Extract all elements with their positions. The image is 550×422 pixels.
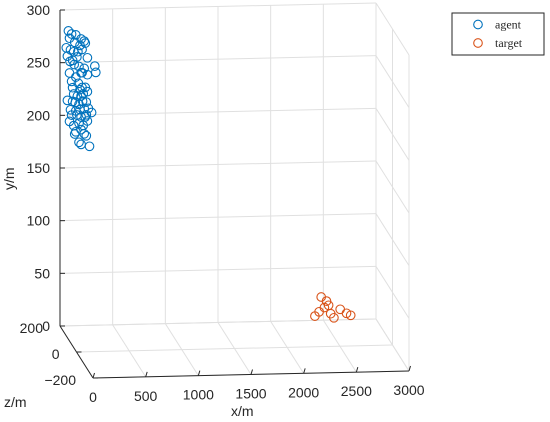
grid-line-back-y	[59, 213, 377, 222]
tick-labels: 0 500 1000 1500 2000 2500 30000501001502002503…	[20, 2, 425, 405]
data-point-agent	[77, 44, 87, 55]
data-point-target	[345, 310, 356, 321]
y-tick-label: 100	[27, 213, 51, 229]
grid-line-back-y	[59, 107, 377, 116]
data-point-agent	[80, 38, 91, 48]
data-point-agent	[74, 137, 84, 148]
data-point-target	[329, 312, 339, 323]
x-tick-label: 0	[89, 389, 97, 405]
x-tick-label: 1500	[235, 386, 266, 402]
data-point-agent	[81, 97, 92, 107]
grid-line-floor-z	[76, 344, 393, 353]
x-tick-mark	[145, 371, 148, 377]
data-point-agent	[90, 67, 101, 78]
data-point-agent	[66, 110, 77, 120]
grid-line-floor-z	[59, 318, 377, 327]
x-axis-label: x/m	[231, 403, 254, 419]
data-point-agent	[62, 51, 73, 62]
y-tick-label: 50	[34, 265, 50, 281]
z-tick-label: 0	[52, 346, 60, 362]
data-point-agent	[81, 130, 92, 141]
legend: agent target	[451, 12, 545, 56]
data-point-agent	[77, 67, 87, 78]
grid-line-back-y	[59, 265, 377, 274]
z-tick-label: 200	[20, 320, 44, 336]
z-axis-label: z/m	[4, 394, 27, 410]
data-point-agent	[63, 26, 74, 36]
axes	[59, 9, 411, 379]
grid-lines	[59, 2, 410, 379]
data-point-agent	[76, 139, 86, 150]
data-point-agent	[79, 128, 90, 139]
grid-line-back-y	[59, 55, 377, 64]
data-point-target	[335, 304, 346, 315]
data-point-agent	[82, 86, 93, 97]
x-tick-mark	[408, 365, 411, 372]
data-point-agent	[69, 129, 80, 139]
x-tick-label: 500	[134, 388, 158, 404]
data-point-agent	[69, 37, 80, 48]
data-point-agent	[74, 61, 84, 72]
y-tick-label: 200	[27, 107, 51, 123]
data-points	[61, 26, 356, 323]
data-point-agent	[77, 96, 88, 106]
x-tick-label: 3000	[393, 382, 424, 398]
legend-box	[451, 12, 545, 56]
x-tick-mark	[303, 368, 306, 374]
legend-marker-agent	[473, 19, 483, 30]
x-tick-label: 2000	[288, 384, 319, 400]
data-point-target	[310, 311, 320, 321]
data-point-agent	[66, 76, 77, 87]
data-point-agent	[89, 61, 100, 71]
legend-label-target: target	[495, 36, 523, 50]
y-tick-label: 150	[27, 160, 51, 176]
data-point-agent	[81, 109, 92, 120]
data-point-agent	[64, 68, 75, 78]
data-point-agent	[82, 116, 93, 126]
x-tick-label: 2500	[341, 383, 372, 399]
y-tick-label: 0	[42, 318, 50, 334]
y-tick-label: 300	[27, 2, 51, 18]
x-tick-mark	[197, 370, 201, 376]
data-point-agent	[86, 107, 97, 118]
data-point-agent	[69, 59, 80, 70]
data-point-agent	[65, 104, 76, 115]
legend-label-agent: agent	[495, 18, 522, 32]
legend-marker-target	[473, 38, 483, 48]
z-tick-label: −200	[44, 372, 76, 388]
data-point-agent	[82, 52, 93, 63]
x-tick-mark	[250, 369, 253, 375]
y-axis-label: y/m	[1, 167, 17, 190]
data-point-agent	[82, 69, 93, 80]
x-tick-mark	[92, 372, 95, 379]
grid-line-back-y	[59, 2, 377, 11]
x-tick-label: 1000	[183, 387, 214, 403]
data-point-agent	[84, 141, 95, 152]
x-tick-mark	[355, 367, 359, 373]
y-tick-label: 250	[27, 55, 51, 71]
grid-line-back-y	[59, 160, 377, 169]
